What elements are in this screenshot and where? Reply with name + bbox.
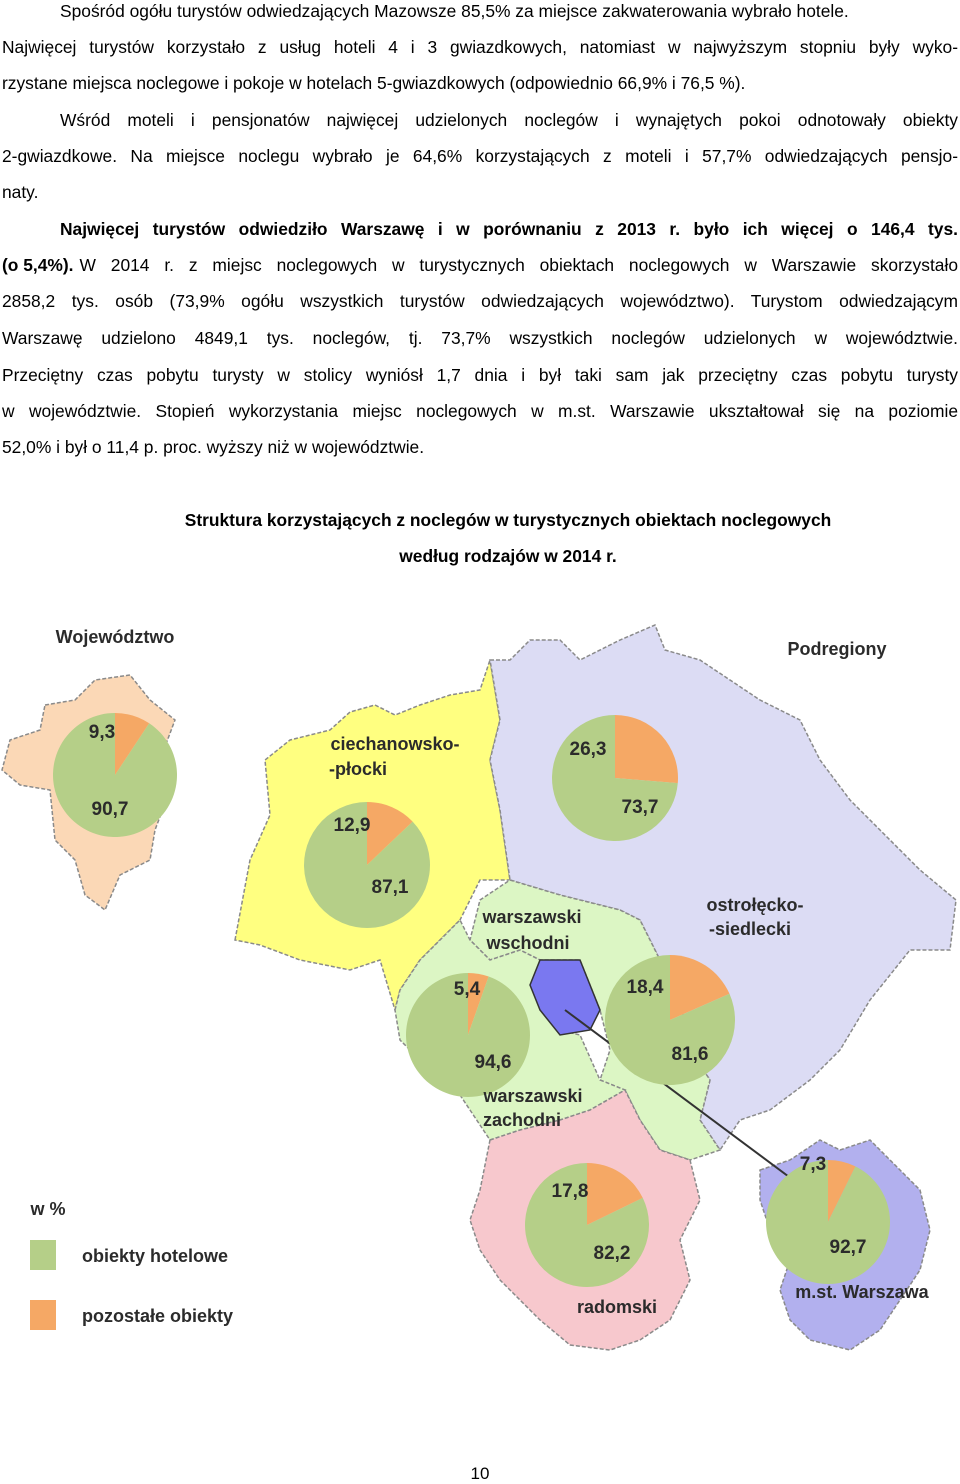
value-label: 87,1 (372, 877, 409, 898)
region-label: wschodni (485, 933, 569, 953)
text-line: Wśród moteli i pensjonatów najwięcej udz… (60, 110, 958, 130)
text-span: W 2014 r. z miejsc noclegowych w turysty… (79, 255, 958, 275)
text-line: rzystane miejsca noclegowe i pokoje w ho… (2, 73, 746, 93)
region-label: warszawski (481, 907, 581, 927)
legend-swatch (30, 1240, 56, 1270)
value-label: 17,8 (552, 1181, 589, 1202)
region-label: -płocki (329, 759, 387, 779)
text-line: (o 5,4%). W 2014 r. z miejsc noclegowych… (2, 254, 958, 276)
pie-slice (115, 713, 150, 775)
legend-swatch (30, 1300, 56, 1330)
pie-slice (828, 1160, 856, 1222)
value-label: 82,2 (594, 1243, 631, 1264)
region-label: warszawski (482, 1086, 582, 1106)
legend-label: pozostałe obiekty (82, 1306, 233, 1326)
text-span: (o 5,4%). (2, 255, 74, 275)
text-line: 2-gwiazdkowe. Na miejsce noclegu wybrało… (2, 146, 958, 166)
value-label: 12,9 (334, 815, 371, 836)
value-label: 94,6 (475, 1052, 512, 1073)
value-label: 90,7 (92, 799, 129, 820)
region-label: ciechanowsko- (330, 734, 459, 754)
text-line: naty. (2, 182, 39, 202)
value-label: 73,7 (622, 797, 659, 818)
pie-slice (587, 1163, 643, 1225)
text-line: Najwięcej turystów odwiedziło Warszawę i… (60, 219, 958, 239)
value-label: 26,3 (570, 739, 607, 760)
value-label: 5,4 (454, 979, 481, 1000)
figure-title: według rodzajów w 2014 r. (399, 546, 617, 566)
value-label: 7,3 (800, 1154, 826, 1175)
connector-line (564, 1009, 821, 1201)
region-label: radomski (577, 1297, 657, 1317)
pie-slice (468, 973, 489, 1035)
text-line: 52,0% i był o 11,4 p. proc. wyższy niż w… (2, 437, 425, 457)
region-label: -siedlecki (709, 919, 791, 939)
pie-slice (524, 1163, 649, 1287)
pie-slice (304, 802, 431, 929)
text-line: Spośród ogółu turystów odwiedzających Ma… (60, 1, 849, 21)
pie-slice (605, 955, 735, 1085)
value-label: 81,6 (672, 1044, 709, 1065)
text-line: w województwie. Stopień wykorzystania mi… (2, 401, 958, 421)
unit-label: w % (29, 1199, 65, 1219)
text-line: Warszawę udzielono 4849,1 tys. noclegów,… (2, 328, 958, 348)
pie-slice (766, 1160, 891, 1284)
region-label: zachodni (483, 1110, 561, 1130)
value-label: 18,4 (627, 977, 664, 998)
pie-slice (615, 715, 679, 784)
value-label: 9,3 (89, 722, 115, 743)
pie-slice (367, 802, 413, 865)
region-shape (529, 959, 601, 1036)
region-label: ostrołęcko- (706, 895, 803, 915)
regions-label: Podregiony (787, 639, 886, 659)
text-line: Najwięcej turystów korzystało z usług ho… (2, 37, 958, 57)
region-label: m.st. Warszawa (795, 1282, 929, 1302)
page-number: 10 (470, 1464, 490, 1483)
pie-slice (670, 955, 730, 1020)
legend-label: obiekty hotelowe (82, 1246, 228, 1266)
pie-slice (552, 715, 678, 842)
text-line: 2858,2 tys. osób (73,9% ogółu wszystkich… (2, 291, 958, 311)
figure-title: Struktura korzystających z noclegów w tu… (184, 510, 832, 530)
pie-slice (405, 973, 530, 1097)
text-line: Przeciętny czas pobytu turysty w stolicy… (2, 365, 958, 385)
inset-label: Województwo (56, 627, 175, 647)
value-label: 92,7 (830, 1237, 867, 1258)
pie-slice (53, 713, 178, 838)
